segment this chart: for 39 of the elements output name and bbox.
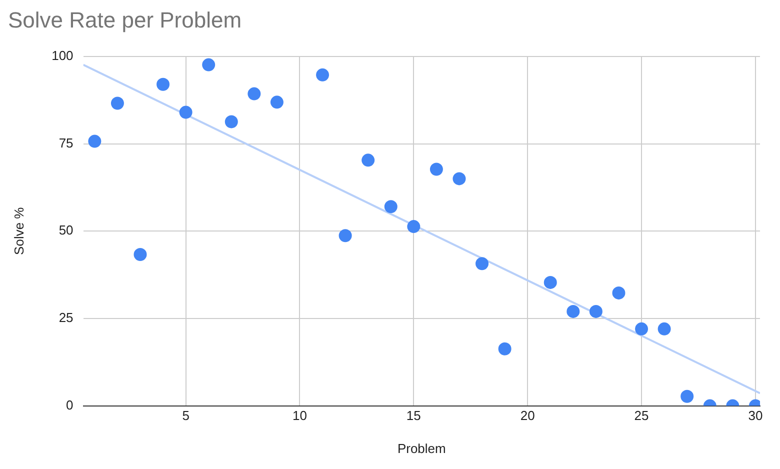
x-tick-label: 25 xyxy=(634,408,649,424)
y-axis-title: Solve % xyxy=(11,206,26,255)
x-tick-label: 5 xyxy=(182,408,190,424)
y-tick-label: 50 xyxy=(58,222,74,238)
y-tick-label: 0 xyxy=(66,397,74,412)
point xyxy=(362,154,375,167)
y-tick-label: 75 xyxy=(58,135,74,150)
point xyxy=(589,304,602,318)
point xyxy=(612,286,626,300)
point xyxy=(338,229,352,242)
point xyxy=(202,58,216,72)
point xyxy=(316,68,330,82)
point xyxy=(658,322,671,336)
point xyxy=(544,276,557,289)
chart-title: Solve Rate per Problem xyxy=(8,7,242,32)
x-tick-label: 30 xyxy=(748,408,763,424)
point xyxy=(452,172,466,186)
point xyxy=(224,115,238,128)
point xyxy=(566,304,580,318)
x-tick-label: 15 xyxy=(406,408,421,424)
x-tick-label: 10 xyxy=(292,408,307,424)
x-tick-label: 20 xyxy=(520,408,535,424)
point xyxy=(498,342,512,356)
point xyxy=(680,390,694,403)
x-axis-title: Problem xyxy=(397,440,446,456)
point xyxy=(635,322,648,336)
y-tick-label: 25 xyxy=(58,310,74,326)
point xyxy=(407,220,420,234)
point xyxy=(156,78,170,91)
point xyxy=(179,106,192,119)
point xyxy=(134,248,147,262)
point xyxy=(384,200,398,214)
point xyxy=(110,96,124,110)
point xyxy=(248,87,261,100)
point xyxy=(430,162,443,176)
y-tick-label: 100 xyxy=(52,48,74,63)
point xyxy=(476,257,489,270)
point xyxy=(270,96,284,109)
point xyxy=(88,134,102,148)
